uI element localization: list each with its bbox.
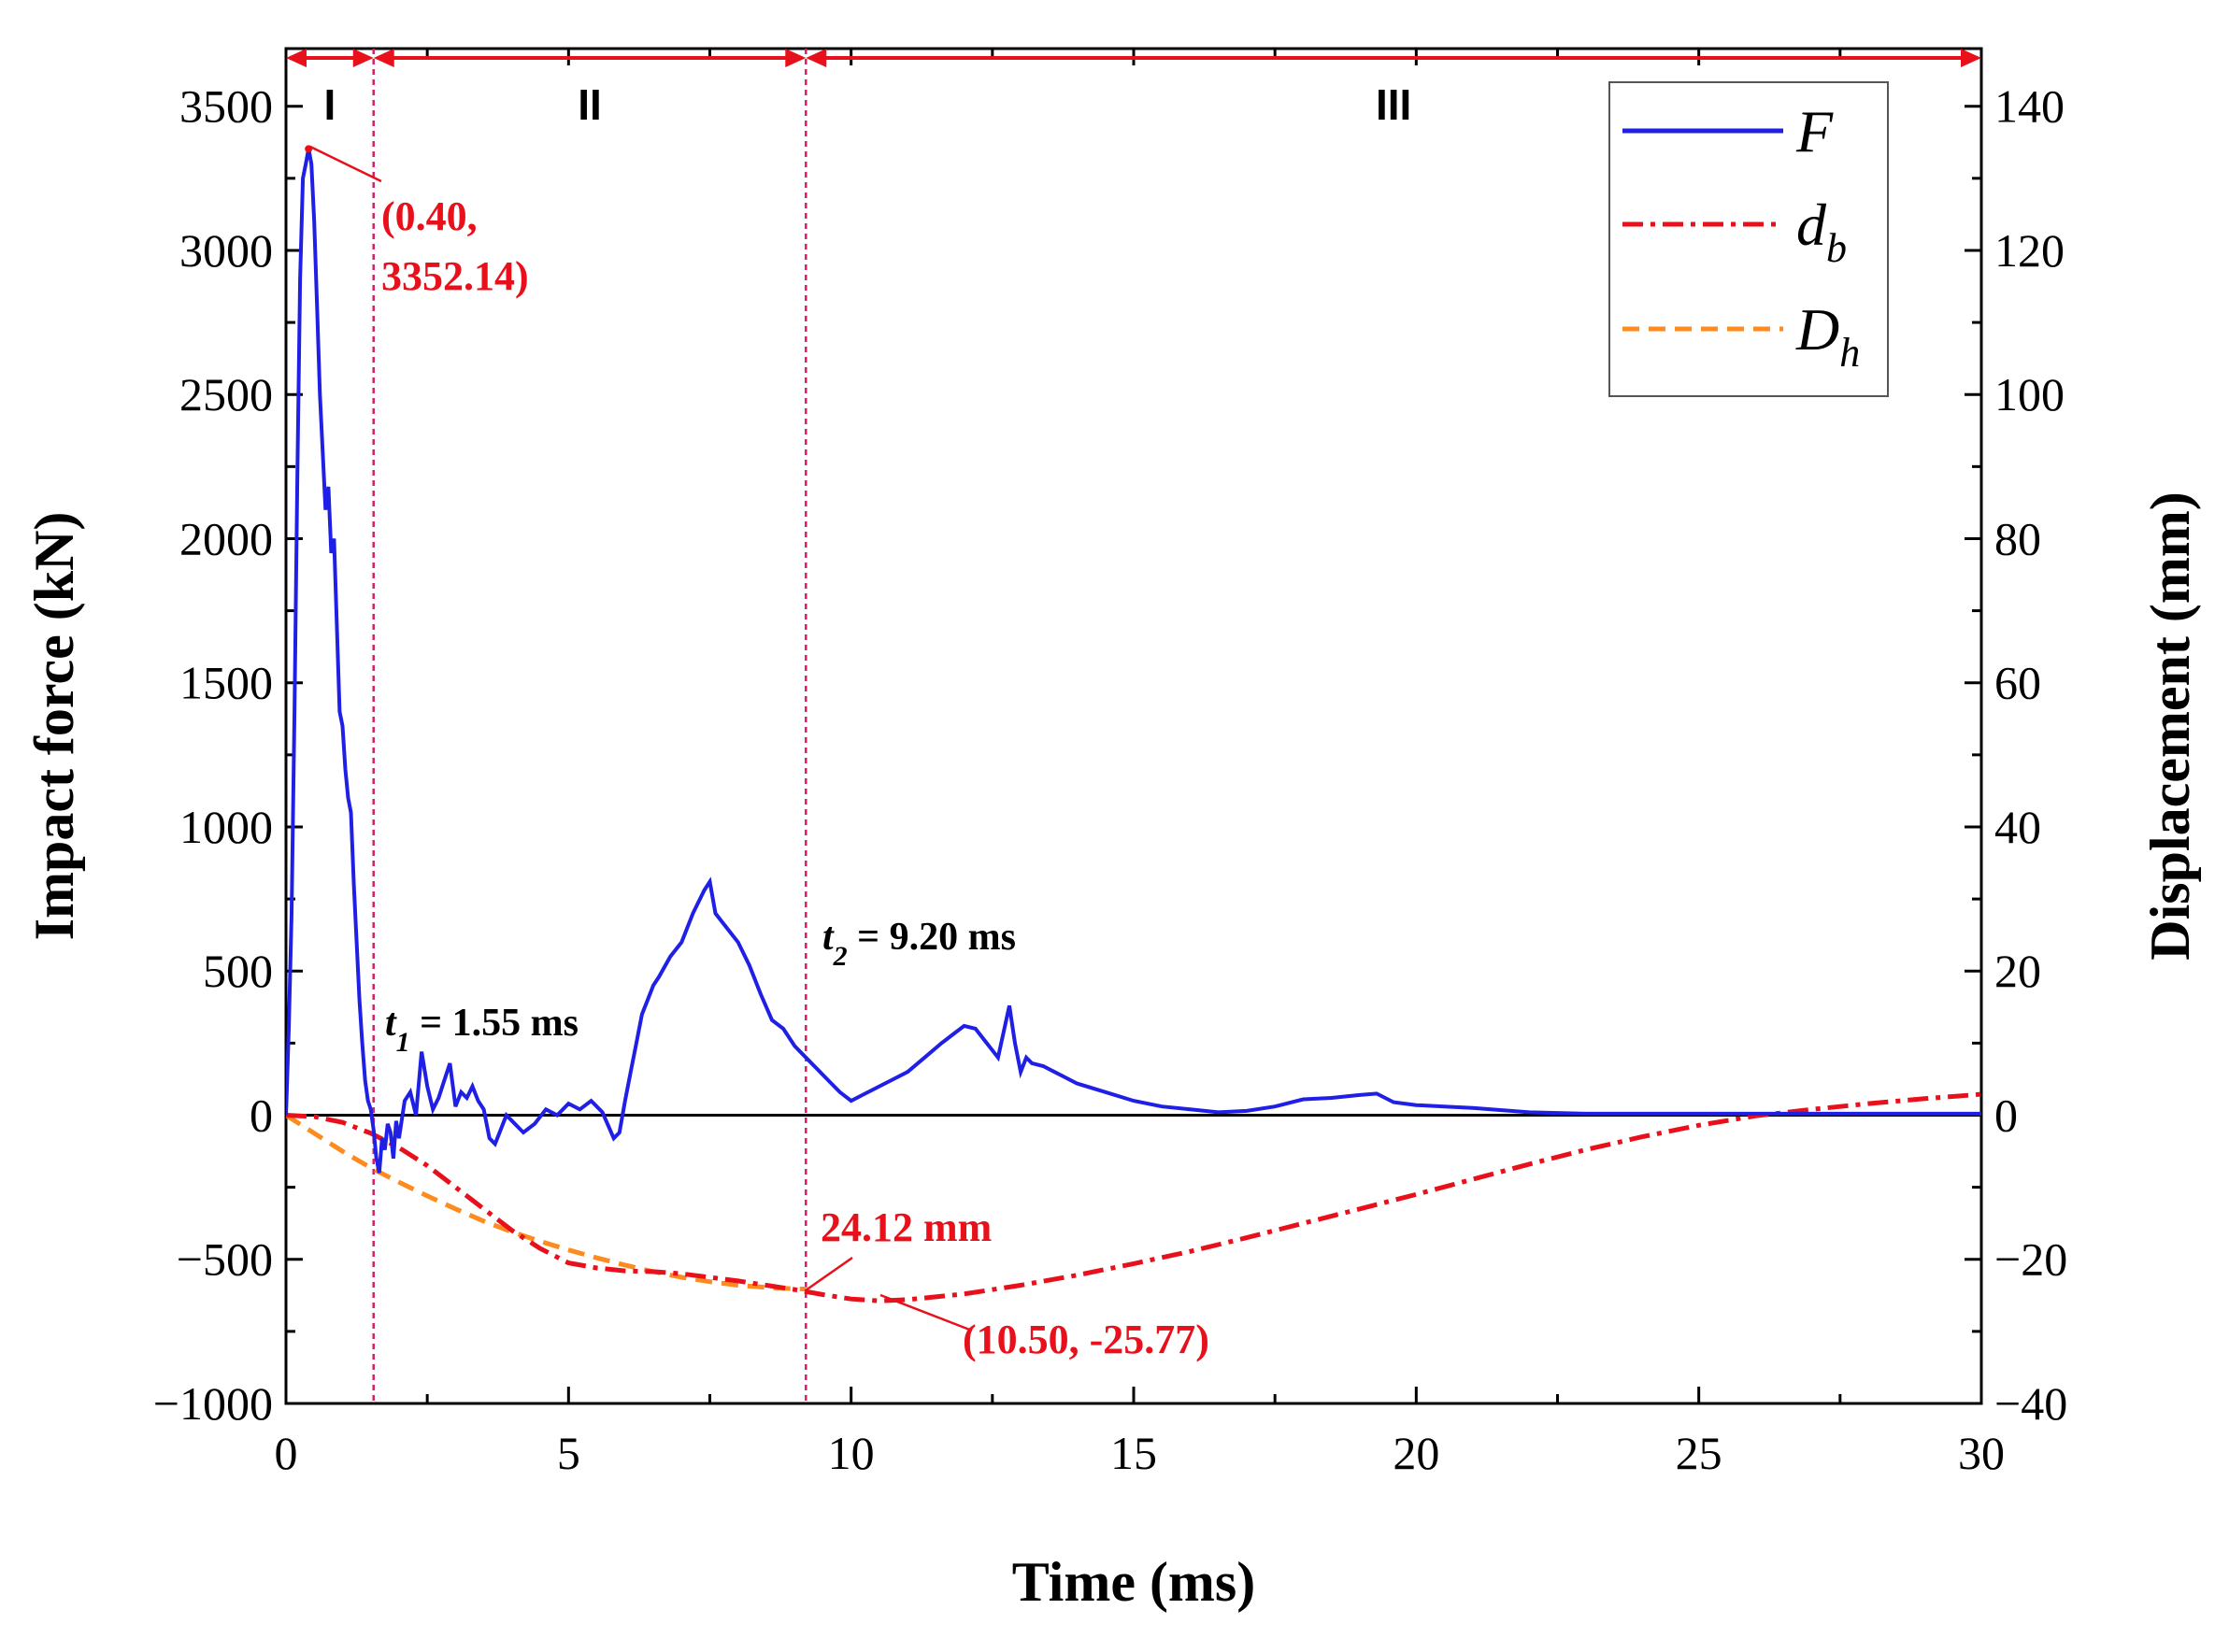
y-left-tick-label: 500 bbox=[203, 945, 273, 997]
legend: F db Dh bbox=[1608, 81, 1889, 397]
peak-annotation-line1: (0.40, bbox=[381, 193, 478, 239]
y-right-tick-label: 100 bbox=[1994, 368, 2065, 420]
phase-arrows: I II III bbox=[286, 49, 1981, 153]
phase-arrow-head-right bbox=[352, 49, 374, 67]
y-right-tick-label: −40 bbox=[1994, 1377, 2067, 1430]
x-tick-label: 0 bbox=[275, 1427, 298, 1479]
legend-label-db: db bbox=[1796, 192, 1847, 271]
db-min-leader-line bbox=[879, 1293, 973, 1332]
phase-arrow-head-left bbox=[806, 49, 827, 67]
legend-box bbox=[1608, 81, 1889, 397]
y-left-tick-label: 3000 bbox=[179, 224, 273, 277]
y-left-tick-label: −1000 bbox=[153, 1377, 273, 1430]
y-right-tick-label: 60 bbox=[1994, 657, 2041, 709]
y-right-tick-label: 140 bbox=[1994, 80, 2065, 133]
y-axis-title-left: Impact force (kN) bbox=[23, 512, 85, 941]
phase-arrow-head-right bbox=[785, 49, 807, 67]
x-tick-label: 15 bbox=[1110, 1427, 1157, 1479]
y-left-tick-label: 2500 bbox=[179, 368, 273, 420]
y-axis-title-right: Displacement (mm) bbox=[2139, 491, 2201, 961]
y-left-tick-label: 2000 bbox=[179, 512, 273, 564]
phase-label: I bbox=[323, 80, 336, 129]
y-right-tick-label: 20 bbox=[1994, 945, 2041, 997]
x-tick-label: 10 bbox=[828, 1427, 875, 1479]
x-axis-title: Time (ms) bbox=[1012, 1551, 1256, 1613]
x-tick-label: 30 bbox=[1958, 1427, 2005, 1479]
phase-label: II bbox=[578, 80, 602, 129]
db-min-annotation: (10.50, -25.77) bbox=[963, 1317, 1209, 1362]
legend-label-F: F bbox=[1795, 98, 1834, 164]
axis-tick-labels: 0 5 10 15 20 25 30−1000−5000500100015002000250… bbox=[153, 80, 2067, 1479]
phase-separators bbox=[372, 49, 807, 1403]
y-left-tick-label: 1000 bbox=[179, 801, 273, 853]
peak-annotation-line2: 3352.14) bbox=[381, 253, 529, 299]
t2-annotation: t2 = 9.20 ms bbox=[822, 916, 1016, 972]
phase-arrow-head-left bbox=[286, 49, 307, 67]
dh-max-leader-line bbox=[805, 1256, 853, 1292]
y-left-tick-label: −500 bbox=[177, 1233, 273, 1286]
y-left-tick-label: 3500 bbox=[179, 80, 273, 133]
series-line-db bbox=[286, 1091, 1981, 1303]
phase-arrow-head-left bbox=[373, 49, 394, 67]
series-line-Dh bbox=[286, 1113, 807, 1291]
y-left-tick-label: 0 bbox=[250, 1089, 273, 1141]
phase-label: III bbox=[1376, 80, 1411, 129]
phase-arrow-head-right bbox=[1961, 49, 1981, 67]
t1-annotation: t1 = 1.55 ms bbox=[385, 1002, 579, 1058]
y-right-tick-label: 80 bbox=[1994, 512, 2041, 564]
y-right-tick-label: 120 bbox=[1994, 224, 2065, 277]
y-right-tick-label: −20 bbox=[1994, 1233, 2067, 1286]
peak-leader-line bbox=[309, 145, 382, 183]
y-right-tick-label: 0 bbox=[1994, 1089, 2018, 1141]
dh-max-annotation: 24.12 mm bbox=[821, 1204, 992, 1250]
x-tick-label: 25 bbox=[1676, 1427, 1722, 1479]
series-line-F bbox=[286, 148, 1981, 1174]
x-tick-label: 5 bbox=[557, 1427, 580, 1479]
x-tick-label: 20 bbox=[1393, 1427, 1439, 1479]
legend-label-Dh: Dh bbox=[1795, 296, 1860, 376]
y-right-tick-label: 40 bbox=[1994, 801, 2041, 853]
y-left-tick-label: 1500 bbox=[179, 657, 273, 709]
